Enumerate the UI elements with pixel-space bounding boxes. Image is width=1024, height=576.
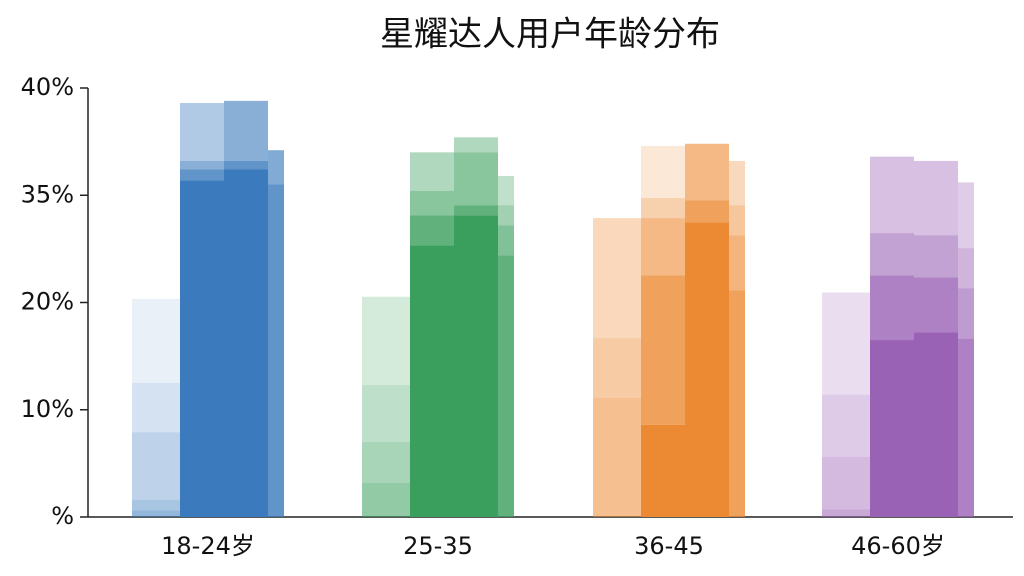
bar-segment — [132, 510, 180, 517]
bar-segment — [914, 277, 958, 333]
y-tick-label: 20% — [21, 288, 74, 316]
bar-segment — [822, 394, 870, 457]
bar-segment — [410, 152, 454, 191]
x-tick-label: 25-35 — [403, 532, 473, 560]
bar-segment — [685, 200, 729, 223]
bar-segment — [593, 337, 641, 398]
bar-segment — [410, 245, 454, 518]
bar-segment — [641, 424, 685, 517]
bar-segment — [454, 137, 498, 153]
bar-segment — [870, 275, 914, 341]
bar-segment — [958, 248, 974, 289]
bar-segment — [268, 150, 284, 185]
bar-segment — [914, 235, 958, 278]
bar-segment — [180, 103, 224, 161]
bar-segment — [641, 275, 685, 425]
y-tick-label: 40% — [21, 73, 74, 101]
bar-segment — [180, 180, 224, 518]
bar-segment — [593, 218, 641, 338]
bar-segment — [822, 456, 870, 510]
x-tick-label: 18-24岁 — [161, 532, 255, 560]
bar-segment — [870, 340, 914, 517]
bar-segment — [914, 332, 958, 517]
bar-segment — [454, 205, 498, 216]
bar-segment — [870, 156, 914, 234]
bar-segment — [132, 382, 180, 433]
y-tick-label: 35% — [21, 180, 74, 208]
bar-segment — [822, 509, 870, 517]
bar-segment — [822, 292, 870, 395]
bar-segment — [410, 190, 454, 216]
bar-segment — [132, 432, 180, 500]
bar-segment — [224, 100, 268, 161]
bar-segment — [132, 298, 180, 383]
bar-segment — [362, 441, 410, 483]
bar-segment — [593, 397, 641, 517]
x-tick-label: 36-45 — [634, 532, 704, 560]
bar-segment — [641, 145, 685, 199]
bar-segment — [914, 160, 958, 236]
bar-segment — [362, 482, 410, 517]
bar-segment — [685, 143, 729, 201]
bar-segment — [362, 385, 410, 442]
bar-segment — [454, 152, 498, 206]
bar-segment — [180, 160, 224, 170]
bar-segment — [224, 160, 268, 170]
y-tick-label: % — [51, 502, 74, 530]
bar-segment — [958, 288, 974, 339]
bar-segment — [498, 205, 514, 226]
x-tick-label: 46-60岁 — [851, 532, 945, 560]
bar-segment — [180, 169, 224, 181]
bar-segment — [958, 338, 974, 517]
bar-segment — [641, 218, 685, 276]
bar-segment — [641, 198, 685, 219]
bar-segment — [362, 296, 410, 386]
bar-segment — [729, 160, 745, 206]
bar-segment — [498, 175, 514, 206]
bar-segment — [958, 182, 974, 249]
bar-segment — [224, 169, 268, 517]
bar-segment — [498, 255, 514, 517]
bar-segment — [685, 222, 729, 518]
bar-segment — [729, 235, 745, 291]
y-tick-label: 10% — [21, 395, 74, 423]
bar-segment — [268, 184, 284, 517]
bar-segment — [729, 290, 745, 517]
bar-segment — [729, 205, 745, 236]
chart-title: 星耀达人用户年龄分布 — [380, 15, 720, 55]
bar-segment — [410, 215, 454, 246]
bar-segment — [498, 225, 514, 256]
bar-segment — [132, 499, 180, 511]
bar-segment — [870, 233, 914, 276]
bar-segment — [454, 215, 498, 517]
